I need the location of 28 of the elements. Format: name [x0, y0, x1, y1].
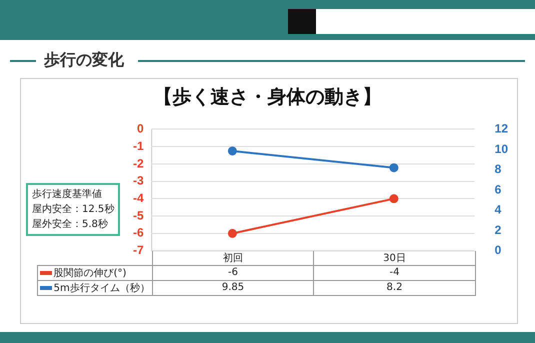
text: 歩行速度基準値 [32, 188, 103, 202]
chart-subtitle: 歩行の変化 [44, 50, 124, 71]
y2-tick-label: 10 [494, 142, 508, 156]
y-tick-label: -6 [133, 226, 144, 240]
chart-title: 【歩く速さ・身体の動き】 [152, 85, 382, 110]
x-tick-label: 初回 [152, 250, 314, 266]
legend-label: 5m歩行タイム（秒） [54, 282, 150, 294]
legend-label: 股関節の伸び(°) [54, 268, 126, 279]
y2-tick-label: 12 [494, 122, 508, 136]
y2-tick-label: 4 [494, 202, 502, 217]
y-tick-label: -7 [133, 243, 144, 258]
y-tick-label: -2 [133, 156, 144, 170]
data-label: -4 [314, 265, 476, 280]
y2-tick-label: 6 [494, 182, 502, 196]
y2-tick-label: 0 [494, 243, 502, 258]
data-label: -6 [152, 265, 314, 280]
y2-tick-label: 8 [494, 162, 502, 176]
x-tick-label: 30日 [314, 250, 476, 266]
y2-tick-label: 2 [494, 222, 502, 237]
text: 屋内安全：12.5秒 [32, 202, 114, 217]
data-label: 9.85 [152, 280, 314, 296]
text: 屋外安全：5.8秒 [32, 218, 109, 232]
y-tick-label: -4 [133, 191, 144, 205]
y-tick-label: 0 [136, 122, 144, 136]
y-tick-label: -5 [133, 208, 144, 222]
y-tick-label: -1 [133, 138, 144, 153]
y-tick-label: -3 [133, 174, 144, 188]
data-label: 8.2 [314, 280, 476, 296]
